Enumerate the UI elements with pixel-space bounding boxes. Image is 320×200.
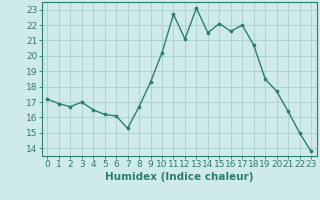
X-axis label: Humidex (Indice chaleur): Humidex (Indice chaleur) <box>105 172 253 182</box>
